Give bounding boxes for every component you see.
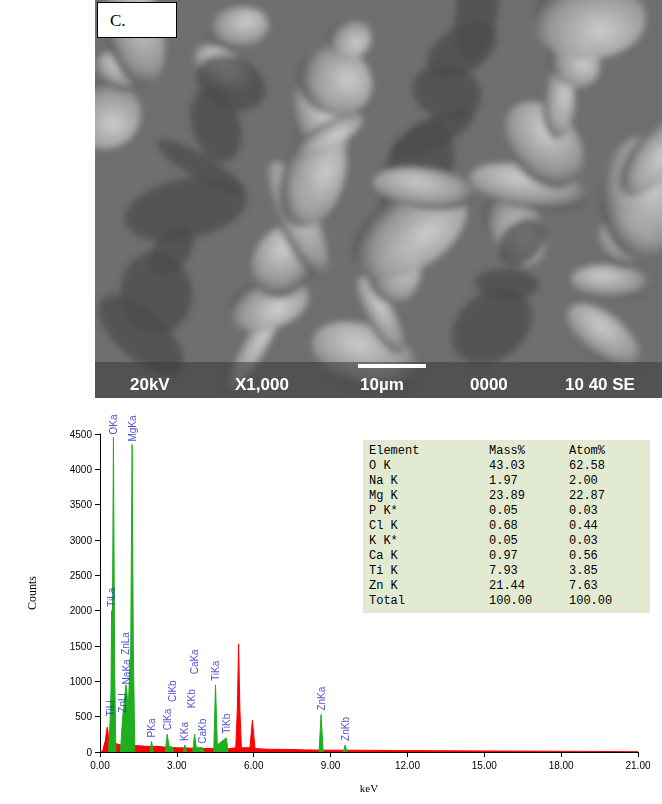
html-text:C.: C. [110,11,126,30]
svg-text:21.00: 21.00 [625,760,650,771]
html-text:K K*: K K* [369,534,398,548]
svg-text:TiLa: TiLa [106,587,117,607]
html-text:Ti K: Ti K [369,564,398,578]
svg-text:ClKa: ClKa [162,708,173,730]
html-text:43.03: 43.03 [489,459,525,473]
svg-text:X1,000: X1,000 [235,375,289,394]
html-text:7.63: 7.63 [569,579,598,593]
svg-text:CaKb: CaKb [197,718,208,743]
svg-text:0: 0 [86,747,92,758]
svg-text:1500: 1500 [70,641,93,652]
svg-text:3000: 3000 [70,535,93,546]
html-text:0.05: 0.05 [489,534,518,548]
svg-text:NaKa: NaKa [121,659,132,684]
svg-text:ZnLl: ZnLl [117,693,128,712]
svg-text:3.00: 3.00 [167,760,187,771]
html-text:Mg K: Mg K [369,489,398,503]
svg-text:keV: keV [360,782,378,794]
html-text:P K*: P K* [369,504,398,518]
svg-text:15.00: 15.00 [472,760,497,771]
svg-text:ZnKa: ZnKa [316,686,327,710]
svg-text:12.00: 12.00 [395,760,420,771]
html-text:Zn K: Zn K [369,579,398,593]
svg-text:4000: 4000 [70,464,93,475]
svg-text:10 40 SE: 10 40 SE [565,375,635,394]
svg-text:ZnKb: ZnKb [340,717,351,741]
svg-text:0000: 0000 [470,375,508,394]
svg-text:Counts: Counts [25,576,39,610]
svg-text:CaKa: CaKa [189,649,200,674]
html-text:0.03: 0.03 [569,534,598,548]
html-text:0.97: 0.97 [489,549,518,563]
html-text:100.00: 100.00 [489,594,533,608]
html-text:Total: Total [369,594,405,608]
html-text:1.97: 1.97 [489,474,518,488]
html-text:0.56: 0.56 [569,549,598,563]
html-text:100.00: 100.00 [569,594,613,608]
svg-text:TiLl: TiLl [105,700,116,716]
svg-text:20kV: 20kV [130,375,170,394]
html-text:0.44: 0.44 [569,519,598,533]
html-text:62.58: 62.58 [569,459,605,473]
html-text:Ca K: Ca K [369,549,398,563]
svg-text:2500: 2500 [70,570,93,581]
html-text:Mass%: Mass% [489,444,525,458]
svg-text:ZnLa: ZnLa [120,632,131,655]
svg-text:KKa: KKa [179,722,190,741]
html-text:Element: Element [369,444,420,458]
svg-text:MgKa: MgKa [127,415,138,442]
svg-text:1000: 1000 [70,676,93,687]
html-text:21.44: 21.44 [489,579,525,593]
svg-text:OKa: OKa [108,414,119,434]
svg-text:6.00: 6.00 [244,760,264,771]
svg-text:KKb: KKb [186,689,197,708]
html-text:Atom%: Atom% [569,444,605,458]
html-text:0.03: 0.03 [569,504,598,518]
svg-text:3500: 3500 [70,499,93,510]
svg-text:10µm: 10µm [360,375,404,394]
svg-text:9.00: 9.00 [321,760,341,771]
html-text:Na K: Na K [369,474,398,488]
html-text:0.05: 0.05 [489,504,518,518]
html-text:3.85: 3.85 [569,564,598,578]
html-text:7.93: 7.93 [489,564,518,578]
svg-text:TiKa: TiKa [210,660,221,681]
svg-text:2000: 2000 [70,605,93,616]
html-text:O K: O K [369,459,391,473]
svg-text:TiKb: TiKb [221,713,232,734]
svg-text:ClKb: ClKb [167,680,178,702]
svg-text:PKa: PKa [146,718,157,737]
svg-text:500: 500 [75,711,92,722]
html-text:23.89: 23.89 [489,489,525,503]
svg-text:0.00: 0.00 [90,760,110,771]
html-text:Cl K: Cl K [369,519,398,533]
svg-text:4500: 4500 [70,429,93,440]
html-text:2.00: 2.00 [569,474,598,488]
html-text:0.68: 0.68 [489,519,518,533]
svg-text:18.00: 18.00 [549,760,574,771]
html-text:22.87: 22.87 [569,489,605,503]
